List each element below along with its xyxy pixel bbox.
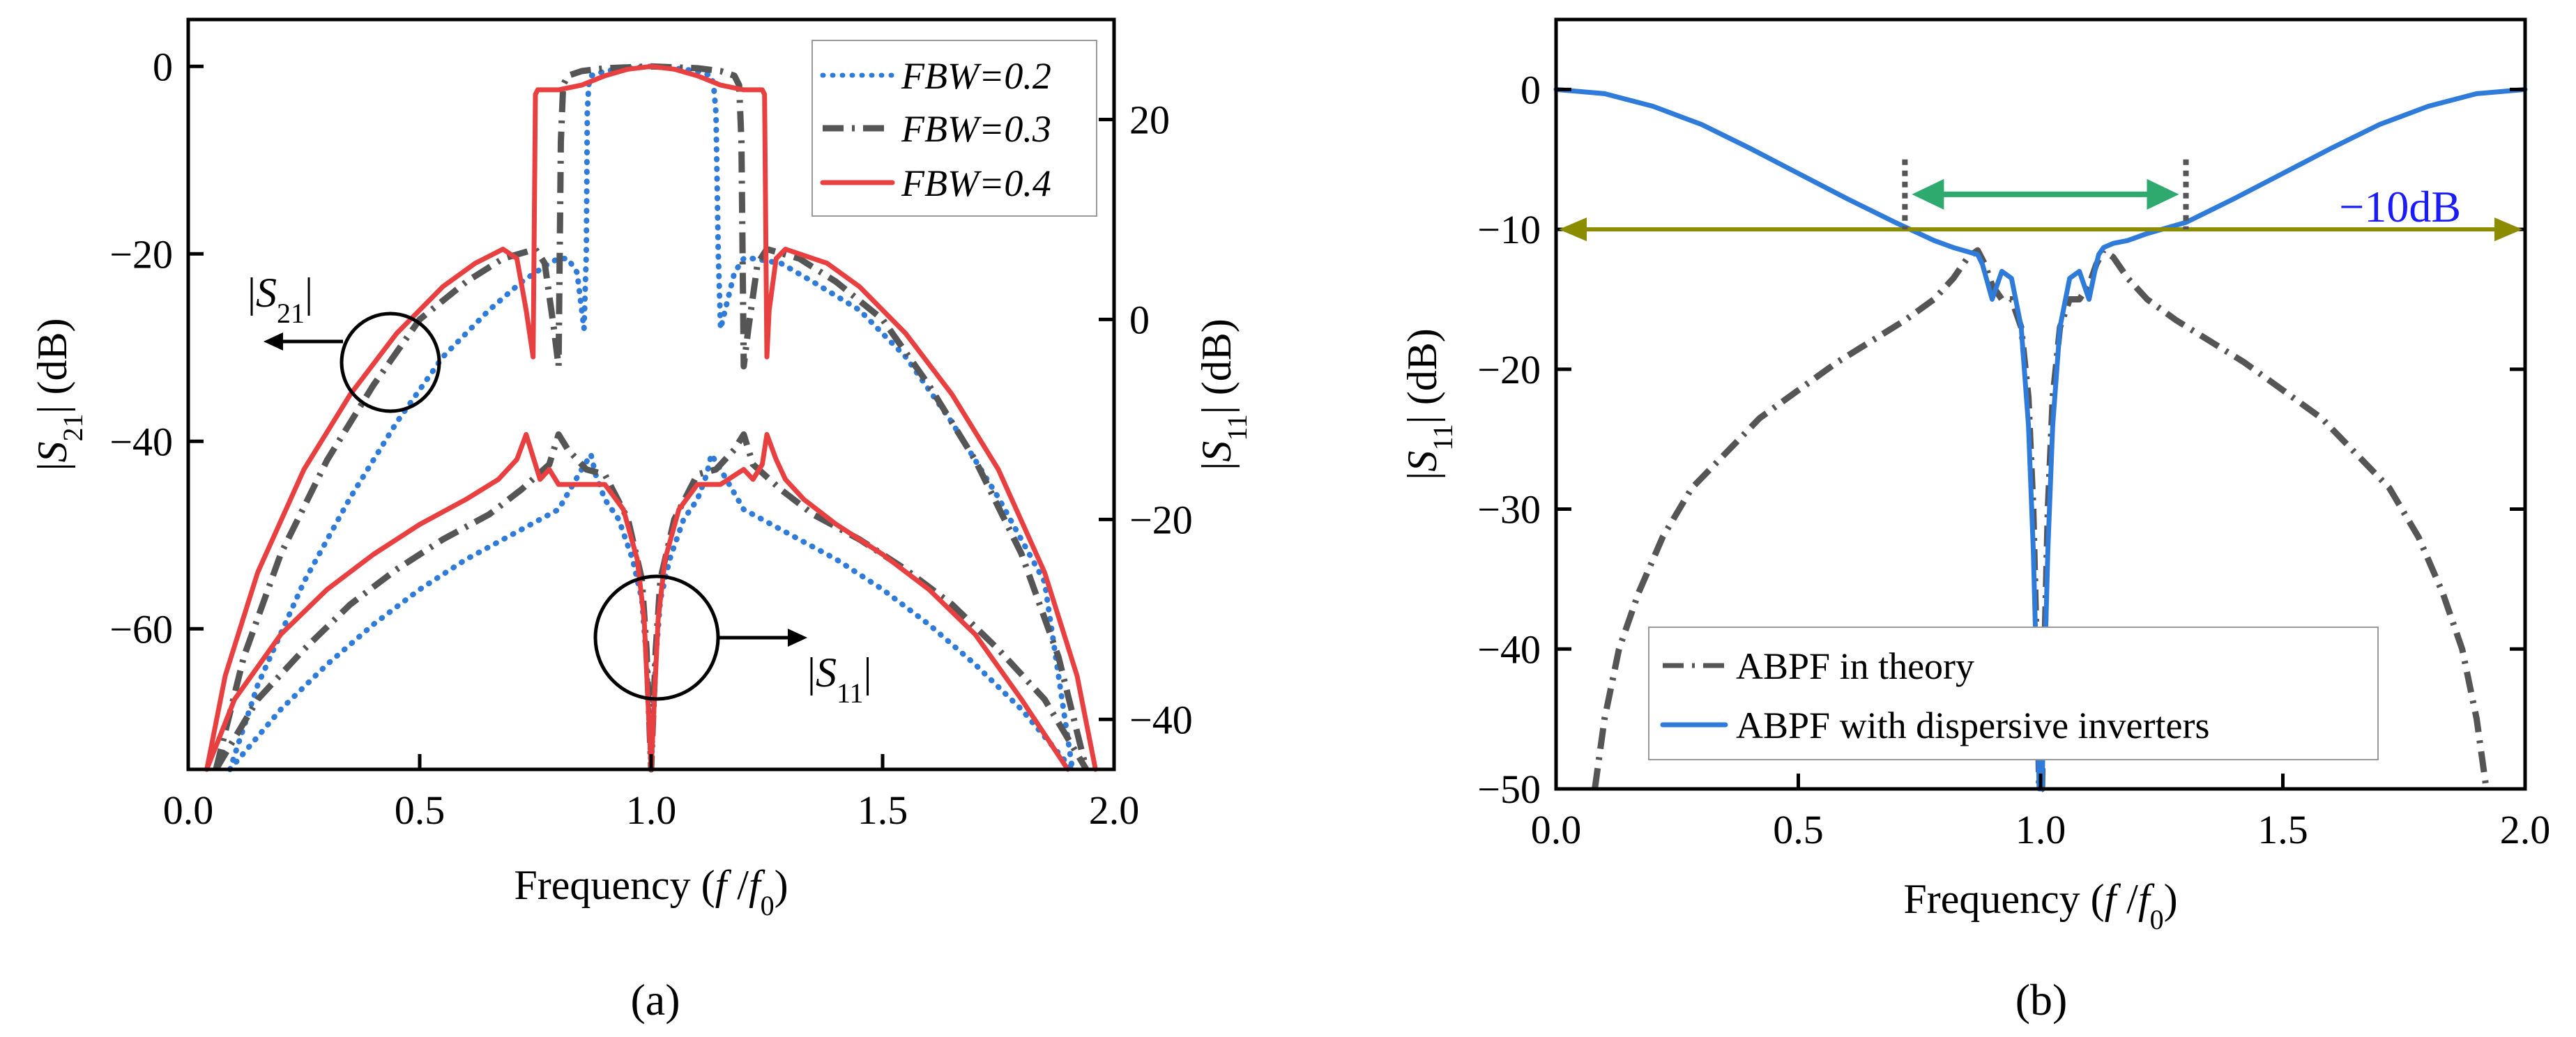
x-tick-label: 1.0 — [626, 788, 677, 833]
threshold-label: −10dB — [2339, 182, 2461, 231]
panel-a-legend-box — [811, 40, 1097, 217]
threshold-arrow-left-icon — [1559, 217, 1587, 242]
y-tick-label: −30 — [1477, 487, 1541, 532]
panel-b-legend: ABPF in theory ABPF with dispersive inve… — [1648, 627, 2379, 760]
x-tick-label: 0.5 — [1773, 807, 1824, 852]
y-tick-label: −20 — [1477, 347, 1541, 392]
panel-a-ylabel: |S21| (dB) — [29, 318, 89, 470]
panel-a-ylabel-right: |S11| (dB) — [1194, 318, 1253, 470]
series-s11-fbw-0.4 — [204, 431, 1071, 772]
x-tick-label: 1.5 — [2257, 807, 2308, 852]
panel-a: 0.0 0.5 1.0 1.5 2.0 0 −20 −40 −60 20 0 −20 −40 Frequ… — [29, 17, 1253, 1024]
series-s21-fbw-0.4 — [204, 63, 1098, 772]
y2-tick-label: −20 — [1129, 497, 1193, 542]
y-tick-label: −60 — [109, 606, 173, 652]
y2-tick-label: 20 — [1129, 97, 1170, 142]
legend-label-fbw-0.2: FBW=0.2 — [901, 55, 1051, 97]
legend-label-fbw-0.3: FBW=0.3 — [901, 108, 1051, 150]
series-abpf-in-theory — [1592, 247, 2490, 792]
bandwidth-arrow-right-icon — [2147, 178, 2179, 210]
s11-callout-label: |S11| — [807, 650, 872, 709]
y-tick-label: −20 — [109, 231, 173, 277]
x-tick-label: 0.5 — [395, 788, 445, 833]
panel-b-xlabel: Frequency (f /f0) — [1903, 876, 2177, 935]
x-tick-label: 1.5 — [858, 788, 908, 833]
legend-label-fbw-0.4: FBW=0.4 — [901, 162, 1051, 204]
panel-a-legend: FBW=0.2 FBW=0.3 FBW=0.4 — [811, 40, 1097, 217]
x-tick-label: 0.0 — [1531, 807, 1582, 852]
y-tick-label: −50 — [1477, 767, 1541, 812]
panel-b-legend-box — [1648, 627, 2379, 760]
s21-callout-label: |S21| — [247, 270, 313, 329]
x-tick-label: 0.0 — [163, 788, 214, 833]
s11-arrowhead-icon — [788, 629, 807, 647]
panel-a-xlabel: Frequency (f /f0) — [514, 862, 788, 921]
s21-arrowhead-icon — [264, 332, 283, 351]
panel-a-label: (a) — [630, 975, 680, 1024]
panel-b-label: (b) — [2015, 975, 2068, 1024]
y2-tick-label: 0 — [1129, 297, 1150, 342]
legend-label-abpf-theory: ABPF in theory — [1736, 645, 1974, 687]
y-tick-label: 0 — [1521, 67, 1541, 112]
y-tick-label: −40 — [109, 419, 173, 464]
bandwidth-arrow-left-icon — [1912, 178, 1944, 210]
x-tick-label: 2.0 — [2500, 807, 2551, 852]
panel-a-ticks: 0.0 0.5 1.0 1.5 2.0 0 −20 −40 −60 20 0 −20 −40 — [109, 44, 1192, 833]
threshold-arrow-right-icon — [2494, 217, 2522, 242]
s21-callout-circle — [340, 312, 441, 413]
y-tick-label: −10 — [1477, 207, 1541, 252]
y2-tick-label: −40 — [1129, 697, 1193, 742]
panel-a-series — [204, 63, 1098, 773]
legend-label-abpf-dispersive: ABPF with dispersive inverters — [1736, 705, 2209, 746]
y-tick-label: −40 — [1477, 627, 1541, 672]
x-tick-label: 2.0 — [1089, 788, 1140, 833]
y-tick-label: 0 — [153, 44, 173, 89]
x-tick-label: 1.0 — [2015, 807, 2066, 852]
panel-b-ylabel: |S11| (dB) — [1399, 328, 1458, 480]
panel-b: 0.0 0.5 1.0 1.5 2.0 0 −10 −20 −30 −40 −50 Frequenc… — [1399, 17, 2551, 1024]
panel-b-markers — [1559, 159, 2522, 242]
